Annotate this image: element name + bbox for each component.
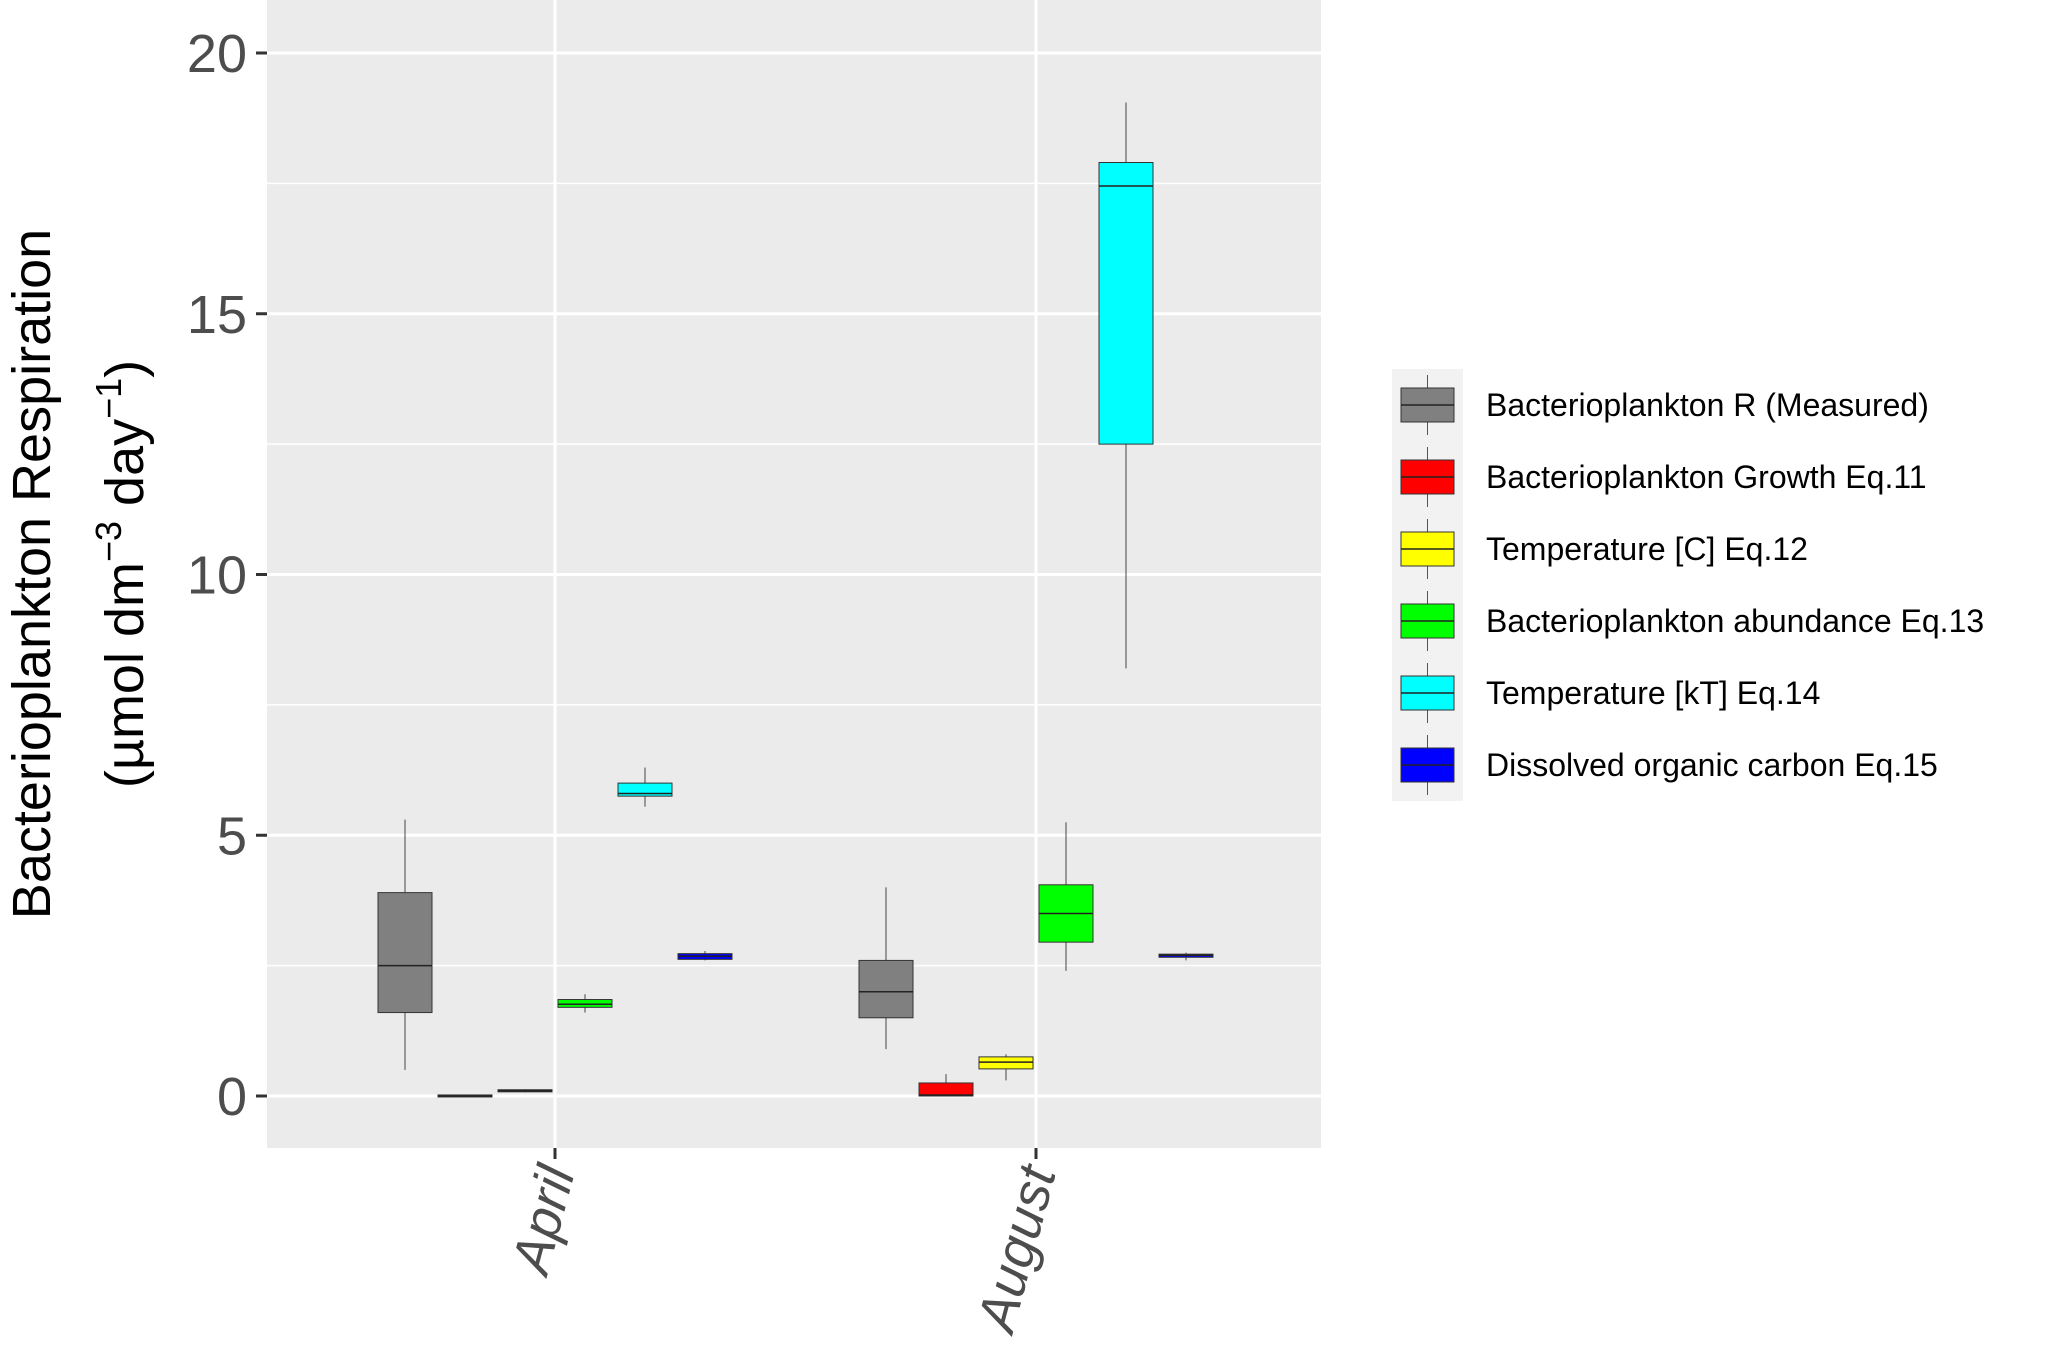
box-body xyxy=(978,1056,1034,1070)
box-temperature-c-eq-12-april xyxy=(497,1089,553,1093)
box-body xyxy=(918,1082,974,1097)
legend-item: Temperature [C] Eq.12 xyxy=(1400,519,1808,579)
legend-label: Bacterioplankton abundance Eq.13 xyxy=(1486,603,1984,639)
legend-label: Bacterioplankton R (Measured) xyxy=(1486,387,1929,423)
legend-item: Temperature [kT] Eq.14 xyxy=(1400,663,1820,723)
box-bacterioplankton-growth-eq-11-april xyxy=(437,1094,493,1098)
y-axis-title-line2: (µmol dm−3 day−1) xyxy=(88,360,155,788)
box-temperature-kt-eq-14-april xyxy=(617,767,673,807)
box-body xyxy=(1098,162,1154,445)
box-body xyxy=(557,999,613,1008)
box-body xyxy=(858,959,914,1019)
box-body xyxy=(377,892,433,1014)
y-tick-label: 20 xyxy=(187,24,247,84)
legend-background xyxy=(1392,369,1463,801)
y-tick-label: 15 xyxy=(187,285,247,345)
box-series xyxy=(377,102,1214,1098)
box-dissolved-organic-carbon-eq-15-august xyxy=(1158,952,1214,961)
x-tick-label-april: April xyxy=(500,1158,587,1283)
legend: Bacterioplankton R (Measured) Bacteriopla… xyxy=(1400,375,1984,795)
legend-label: Dissolved organic carbon Eq.15 xyxy=(1486,747,1938,783)
box-temperature-kt-eq-14-august xyxy=(1098,102,1154,669)
box-bacterioplankton-r-measured--august xyxy=(858,887,914,1050)
legend-item: Bacterioplankton R (Measured) xyxy=(1400,375,1929,435)
legend-label: Temperature [kT] Eq.14 xyxy=(1486,675,1820,711)
box-bacterioplankton-abundance-eq-13-august xyxy=(1038,822,1094,971)
x-tick-label-august: August xyxy=(965,1158,1068,1341)
legend-label: Temperature [C] Eq.12 xyxy=(1486,531,1808,567)
box-bacterioplankton-r-measured--april xyxy=(377,819,433,1070)
x-axis: April August xyxy=(500,1148,1068,1340)
box-bacterioplankton-abundance-eq-13-april xyxy=(557,994,613,1013)
y-tick-label: 10 xyxy=(187,546,247,606)
y-axis-title-line1: Bacterioplankton Respiration xyxy=(2,229,62,919)
box-temperature-c-eq-12-august xyxy=(978,1054,1034,1081)
box-dissolved-organic-carbon-eq-15-april xyxy=(677,951,733,961)
box-bacterioplankton-growth-eq-11-august xyxy=(918,1074,974,1097)
legend-item: Bacterioplankton Growth Eq.11 xyxy=(1400,447,1927,507)
legend-item: Dissolved organic carbon Eq.15 xyxy=(1400,735,1938,795)
legend-label: Bacterioplankton Growth Eq.11 xyxy=(1486,459,1927,495)
major-gridlines xyxy=(267,0,1321,1148)
y-axis: 0 5 10 15 20 xyxy=(187,24,267,1127)
legend-item: Bacterioplankton abundance Eq.13 xyxy=(1400,591,1984,651)
y-tick-label: 0 xyxy=(217,1067,247,1127)
y-tick-label: 5 xyxy=(217,806,247,866)
y-axis-title: Bacterioplankton Respiration (µmol dm−3 … xyxy=(2,229,155,919)
